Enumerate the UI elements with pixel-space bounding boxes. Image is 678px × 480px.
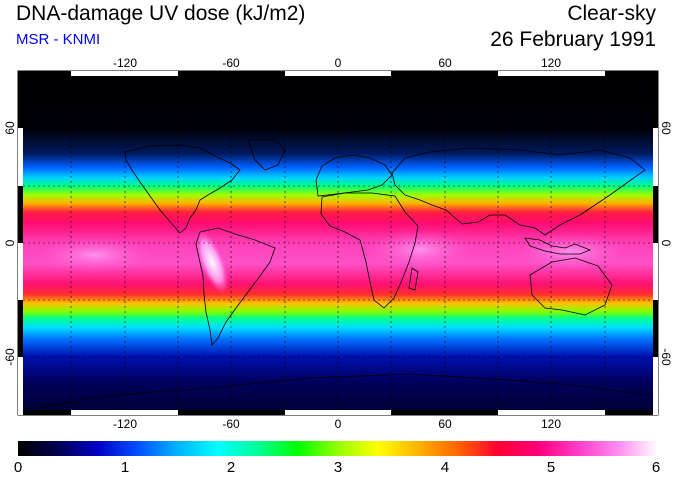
lon-tick-top: 0 [335,56,342,70]
coastlines [39,139,651,409]
frame-top [18,71,658,76]
andes-peak [195,230,229,294]
lat-tick-left: 0 [3,239,17,246]
frame-bottom [18,410,658,415]
lat-tick-left: 60 [3,121,17,135]
coast-australia [529,257,613,316]
lon-tick-bottom: 60 [438,417,452,431]
coast-madagascar [408,267,419,291]
hot-spot-australia [510,234,630,270]
colorbar-tick: 2 [226,459,236,476]
colorbar [18,441,658,456]
lat-tick-right: 0 [659,240,673,247]
uv-dose-map: -120 -60 0 60 120 -120 -60 0 60 120 60 0… [3,56,673,431]
colorbar-tick: 4 [440,459,450,476]
lon-tick-bottom: -120 [113,417,137,431]
lat-tick-right: -60 [659,348,673,366]
colorbar-tick: 0 [13,459,23,476]
lon-tick-bottom: -60 [222,417,240,431]
hot-spot-africa [365,230,475,270]
lat-tick-right: 60 [659,121,673,135]
colorbar-tick: 5 [546,459,556,476]
coast-africa [320,192,419,309]
coast-antarctica [39,373,651,409]
lon-tick-top: -120 [113,56,137,70]
colorbar-tick: 1 [120,459,130,476]
sky-condition-label: Clear-sky [567,2,656,25]
coast-greenland [247,139,286,171]
coast-indonesia [524,237,592,255]
coast-north-america [124,144,241,234]
graticule [18,71,658,415]
colorbar-tick: 3 [333,459,343,476]
map-title: DNA-damage UV dose (kJ/m2) [16,2,306,25]
coast-asia [391,147,646,236]
coast-europe [315,154,393,197]
coast-south-america [195,227,276,346]
lon-tick-top: 120 [541,56,561,70]
hot-spot-pacific [35,237,155,273]
lon-tick-top: -60 [222,56,240,70]
source-label: MSR - KNMI [16,31,101,48]
frame-right [653,71,658,415]
lat-tick-left: -60 [3,348,17,366]
lon-tick-bottom: 0 [335,417,342,431]
date-label: 26 February 1991 [490,28,656,51]
lon-tick-top: 60 [438,56,452,70]
colorbar-tick: 6 [651,459,661,476]
frame-left [18,71,23,415]
lon-tick-bottom: 120 [541,417,561,431]
